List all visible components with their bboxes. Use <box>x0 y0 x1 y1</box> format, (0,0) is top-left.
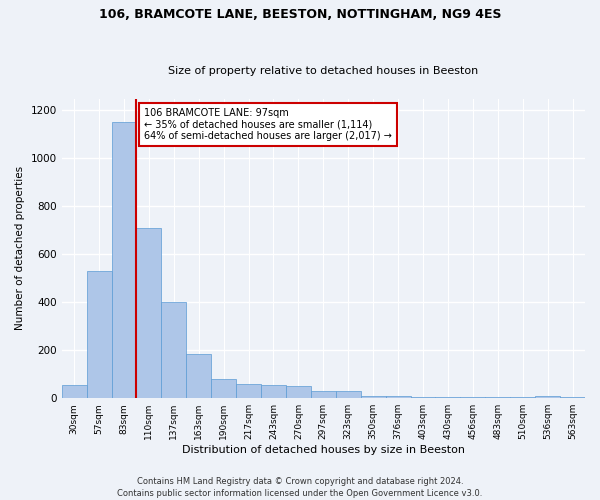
Bar <box>161 302 186 398</box>
Title: Size of property relative to detached houses in Beeston: Size of property relative to detached ho… <box>168 66 478 76</box>
Bar <box>112 122 136 398</box>
Text: 106, BRAMCOTE LANE, BEESTON, NOTTINGHAM, NG9 4ES: 106, BRAMCOTE LANE, BEESTON, NOTTINGHAM,… <box>99 8 501 20</box>
Bar <box>410 397 436 398</box>
Bar <box>236 384 261 398</box>
Bar <box>535 396 560 398</box>
Bar <box>286 386 311 398</box>
Bar <box>62 385 86 398</box>
Y-axis label: Number of detached properties: Number of detached properties <box>15 166 25 330</box>
Bar <box>136 228 161 398</box>
Bar <box>485 397 510 398</box>
Bar <box>261 385 286 398</box>
Bar <box>510 397 535 398</box>
Bar <box>361 396 386 398</box>
Text: Contains HM Land Registry data © Crown copyright and database right 2024.
Contai: Contains HM Land Registry data © Crown c… <box>118 476 482 498</box>
Bar <box>436 397 460 398</box>
Bar <box>186 354 211 398</box>
X-axis label: Distribution of detached houses by size in Beeston: Distribution of detached houses by size … <box>182 445 465 455</box>
Bar <box>386 396 410 398</box>
Bar <box>460 397 485 398</box>
Bar <box>86 271 112 398</box>
Bar <box>560 397 585 398</box>
Bar <box>336 391 361 398</box>
Bar <box>311 391 336 398</box>
Text: 106 BRAMCOTE LANE: 97sqm
← 35% of detached houses are smaller (1,114)
64% of sem: 106 BRAMCOTE LANE: 97sqm ← 35% of detach… <box>144 108 392 142</box>
Bar <box>211 379 236 398</box>
